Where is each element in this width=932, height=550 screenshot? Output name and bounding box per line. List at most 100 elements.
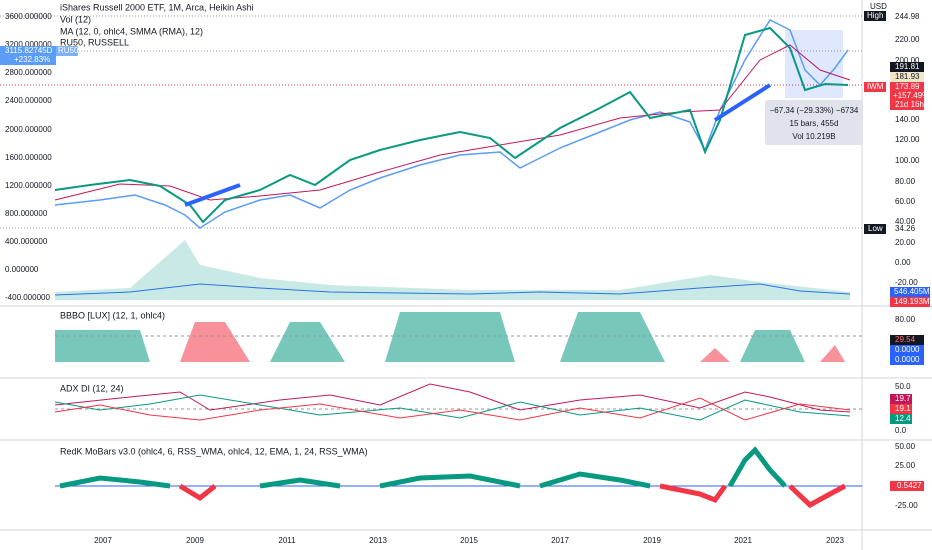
bbbo-a: 29.54 [895,335,916,344]
minus-di [54,397,851,421]
right-tick: 20.00 [895,238,916,247]
price-b: 181.93 [895,72,920,81]
bbbo-title: BBBO [LUX] (12, 1, ohlc4) [60,310,165,320]
left-tick: 2000.000000 [5,125,52,134]
measure-volume: Vol 10.219B [792,132,835,141]
legend-symbol: iShares Russell 2000 ETF, 1M, Arca, Heik… [60,2,254,12]
right-tick: 100.00 [895,156,920,165]
volume-a-bg [890,287,930,297]
right-tick: 0.00 [895,258,911,267]
time-tick: 2009 [186,536,204,545]
measure-tooltip [765,100,863,145]
bbbo-b: 0.0000 [895,345,920,354]
adx-title: ADX DI (12, 24) [60,383,124,393]
volume-bars [55,240,850,300]
redk-tick: -25.00 [895,501,918,510]
legend-compare: RU50, RUSSELL [60,37,129,47]
compare-change: +232.83% [14,55,50,64]
time-tick: 2017 [551,536,569,545]
adx-b: 19.1 [895,404,911,413]
symbol-tag: IWM [867,82,884,91]
compare-tag-bg [56,46,78,56]
right-tick: 220.00 [895,35,920,44]
high-value: 244.98 [895,12,920,21]
redk-value: 0.5427 [897,481,922,490]
left-tick: 3600.000000 [5,12,52,21]
left-tick: 1200.000000 [5,181,52,190]
compare-line [54,19,849,229]
measure-bars: 15 bars, 455d [790,119,839,128]
left-tick: 2400.000000 [5,96,52,105]
adx-c: 12.4 [895,414,911,423]
adx-tick: 0.0 [895,426,907,435]
legend-volume: Vol (12) [60,14,91,24]
countdown: 21d 16h [895,100,924,109]
low-tag-bg [864,224,886,234]
adx-tick: 50.0 [895,382,911,391]
left-tick: 2800.000000 [5,68,52,77]
volume-ma [54,283,851,296]
high-tag-bg [864,11,886,21]
price-b-bg [890,72,924,82]
bbbo-bc-bg [890,345,924,365]
high-tag: High [867,11,883,20]
compare-badge [0,46,56,65]
time-tick: 2007 [94,536,112,545]
time-tick: 2023 [826,536,844,545]
time-tick: 2019 [643,536,661,545]
right-tick: 60.00 [895,197,916,206]
compare-value: 3115.82745D [5,46,53,55]
last-price-bg [890,82,924,110]
redk-bear-bars [178,483,847,509]
time-tick: 2021 [734,536,752,545]
redk-tick: 50.00 [895,442,916,451]
measure-change: −67.34 (−29.33%) −6734 [770,106,859,115]
left-tick: 1600.000000 [5,153,52,162]
time-tick: 2015 [460,536,478,545]
low-value: 34.26 [895,224,916,233]
bbbo-a-bg [890,335,924,345]
currency: USD [870,2,887,11]
time-tick: 2011 [278,536,296,545]
bbbo-tick: 80.00 [895,315,916,324]
redk-tick: 25.00 [895,461,916,470]
right-tick: 140.00 [895,115,920,124]
volume-b: 149.193M [894,297,930,306]
adx-b-bg [890,404,912,414]
low-tag: Low [868,224,883,233]
adx-a: 19.7 [895,394,911,403]
right-tick: 40.00 [895,217,916,226]
legend-ma: MA (12, 0, ohlc4, SMMA (RMA), 12) [60,26,203,36]
left-tick: 0.000000 [5,265,39,274]
price-line [54,26,849,224]
price-a-bg [890,62,924,72]
bbbo-c: 0.0000 [895,355,920,364]
ma-line [54,44,851,201]
redk-bull-bars [59,446,787,489]
volume-b-bg [890,297,930,307]
left-tick: 800.000000 [5,209,48,218]
redk-title: RedK MoBars v3.0 (ohlc4, 6, RSS_WMA, ohl… [60,446,368,456]
bbbo-bull-area [55,312,805,362]
adx-line [54,383,851,413]
redk-value-bg [890,481,924,491]
adx-a-bg [890,394,912,404]
left-tick: 3200.000000 [5,40,52,49]
time-tick: 2013 [369,536,387,545]
adx-c-bg [890,414,912,424]
trend-arrow [184,83,772,207]
bbbo-bear-area [180,322,845,362]
plus-di [54,394,851,421]
compare-tag: RU50 [58,46,79,55]
last-price: 173.89 [895,82,920,91]
right-tick: 200.00 [895,56,920,65]
volume-a: 546.405M [894,287,930,296]
symbol-tag-bg [864,82,886,92]
left-tick: -400.000000 [5,293,50,302]
right-tick: -20.00 [895,278,918,287]
right-tick: 80.00 [895,177,916,186]
price-a: 191.81 [895,62,920,71]
left-tick: 400.000000 [5,237,48,246]
right-tick: 120.00 [895,135,920,144]
